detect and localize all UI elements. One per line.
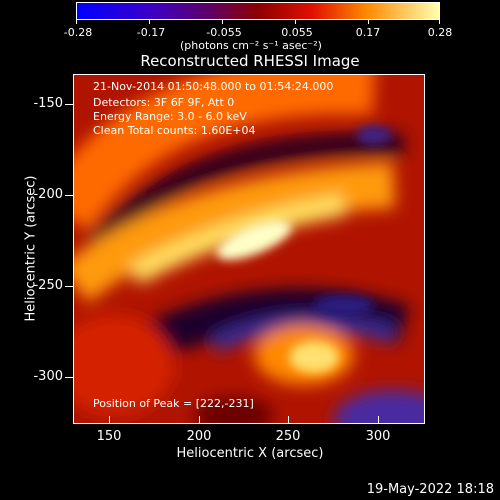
colorbar-tick bbox=[149, 20, 150, 24]
colorbar-tick bbox=[439, 20, 440, 24]
plot-title: Reconstructed RHESSI Image bbox=[140, 52, 360, 70]
y-tick-label: -200 bbox=[33, 187, 63, 202]
colorbar-label: 0.28 bbox=[427, 26, 453, 39]
x-tick-label: 150 bbox=[96, 429, 122, 444]
x-tick bbox=[378, 416, 379, 424]
colorbar-tick bbox=[222, 20, 223, 24]
colorbar-label: -0.055 bbox=[206, 26, 242, 39]
x-tick bbox=[109, 416, 110, 424]
colorbar-tick bbox=[295, 20, 296, 24]
y-tick bbox=[65, 377, 73, 378]
footer-timestamp: 19-May-2022 18:18 bbox=[366, 482, 494, 497]
x-tick bbox=[199, 416, 200, 424]
y-tick bbox=[65, 104, 73, 105]
energy-range-text: Energy Range: 3.0 - 6.0 keV bbox=[93, 110, 247, 123]
peak-position-text: Position of Peak = [222,-231] bbox=[93, 397, 254, 410]
y-tick bbox=[65, 286, 73, 287]
y-tick-label: -250 bbox=[33, 278, 63, 293]
y-tick-label: -300 bbox=[33, 369, 63, 384]
colorbar-tick bbox=[368, 20, 369, 24]
x-tick-label: 300 bbox=[365, 429, 391, 444]
time-range-text: 21-Nov-2014 01:50:48.000 to 01:54:24.000 bbox=[93, 80, 334, 93]
x-tick bbox=[288, 416, 289, 424]
y-axis-label: Heliocentric Y (arcsec) bbox=[23, 175, 39, 322]
rhessi-image bbox=[73, 74, 425, 424]
y-tick-label: -150 bbox=[33, 96, 63, 111]
colorbar-label: 0.055 bbox=[281, 26, 313, 39]
x-axis-label: Heliocentric X (arcsec) bbox=[176, 446, 324, 461]
x-tick-label: 250 bbox=[275, 429, 301, 444]
colorbar-units: (photons cm⁻² s⁻¹ asec⁻²) bbox=[180, 39, 322, 52]
clean-total-counts-text: Clean Total counts: 1.60E+04 bbox=[93, 124, 256, 137]
colorbar-tick bbox=[76, 20, 77, 24]
rhessi-image-map bbox=[74, 75, 424, 423]
detectors-text: Detectors: 3F 6F 9F, Att 0 bbox=[93, 96, 235, 109]
colorbar bbox=[76, 2, 440, 20]
colorbar-label: -0.28 bbox=[63, 26, 93, 39]
y-tick bbox=[65, 195, 73, 196]
colorbar-label: -0.17 bbox=[136, 26, 166, 39]
colorbar-label: 0.17 bbox=[355, 26, 381, 39]
x-tick-label: 200 bbox=[186, 429, 212, 444]
